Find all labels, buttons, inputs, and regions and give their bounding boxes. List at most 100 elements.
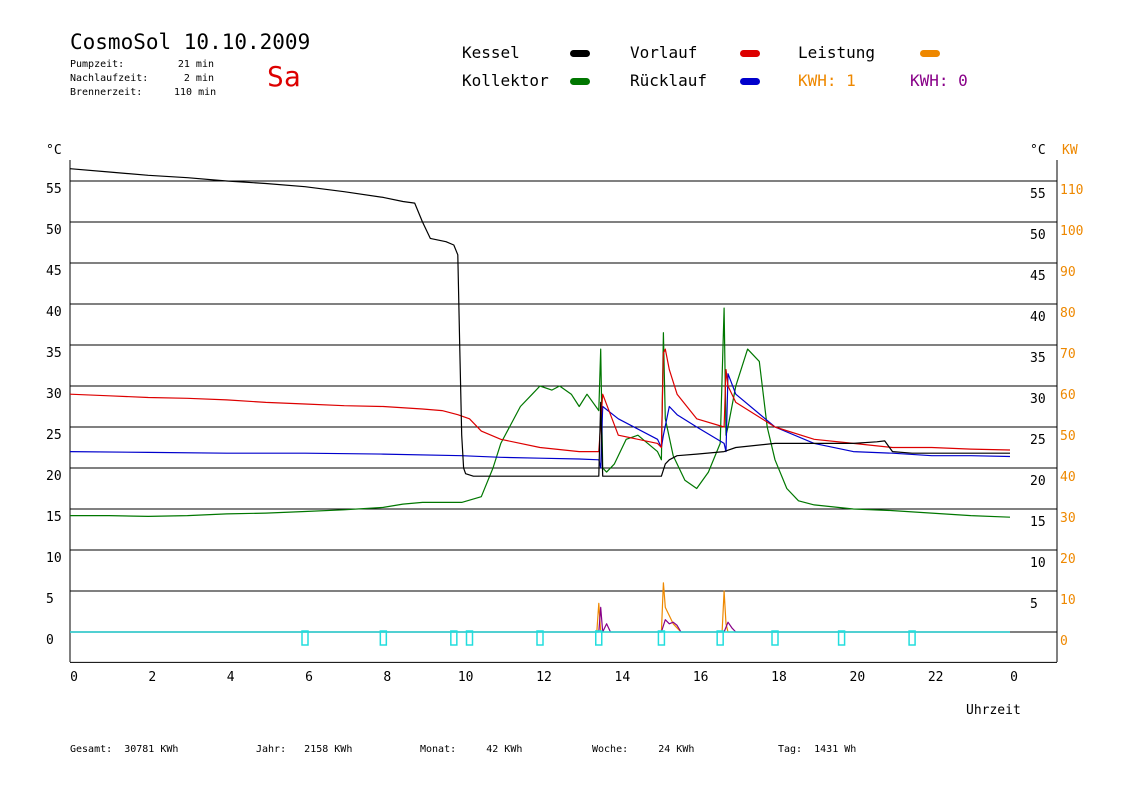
y-tick-left: 45 [46,264,62,279]
y-tick-left: 35 [46,346,62,361]
y-axis-left-unit: °C [46,143,62,158]
y-tick-kw: 100 [1060,224,1083,239]
legend-kwh1-label: KWH: 1 [798,71,856,90]
x-axis-label: Uhrzeit [966,703,1021,718]
y-tick-right: 5 [1030,597,1038,612]
stat-brennerzeit: Brennerzeit: 110 min [70,86,217,99]
y-tick-left: 30 [46,387,62,402]
x-tick-label: 12 [536,670,552,685]
y-tick-left: 25 [46,428,62,443]
footer-value: 42 KWh [486,744,523,755]
legend-kessel-label: Kessel [462,43,520,62]
y-tick-left: 40 [46,305,62,320]
stat-label: Brennerzeit: [70,87,143,98]
y-tick-right: 45 [1030,269,1046,284]
series-line-kessel [69,168,1010,477]
pump-marker [595,630,603,646]
pump-marker [908,630,916,646]
y-tick-right: 35 [1030,351,1046,366]
legend-leistung-label: Leistung [798,43,876,62]
y-tick-kw: 50 [1060,429,1076,444]
y-tick-kw: 30 [1060,511,1076,526]
stat-value: 110 min [174,87,217,98]
x-tick-label: 14 [615,670,631,685]
footer-tag: Tag: 1431 Wh [778,744,856,755]
legend-ruecklauf-label: Rücklauf [630,71,708,90]
x-tick-label: 0 [70,670,78,685]
footer-monat: Monat: 42 KWh [420,744,522,755]
y-tick-left: 0 [46,633,54,648]
x-tick-label: 6 [305,670,313,685]
legend-kollektor-swatch [570,78,590,85]
y-tick-left: 15 [46,510,62,525]
legend-ruecklauf-swatch [740,78,760,85]
legend-kollektor-label: Kollektor [462,71,549,90]
x-tick-label: 16 [693,670,709,685]
y-tick-right: 40 [1030,310,1046,325]
x-tick-label: 4 [227,670,235,685]
footer-value: 30781 KWh [124,744,179,755]
stat-pumpzeit: Pumpzeit: 21 min [70,58,214,71]
y-tick-kw: 0 [1060,634,1068,649]
series-line-ruecklauf [69,373,1011,469]
y-tick-kw: 20 [1060,552,1076,567]
y-tick-kw: 10 [1060,593,1076,608]
footer-label: Monat: [420,744,457,755]
x-tick-label: 2 [148,670,156,685]
stat-label: Nachlaufzeit: [70,73,149,84]
footer-jahr: Jahr: 2158 KWh [256,744,352,755]
series-line-vorlauf [69,348,1011,453]
y-tick-right: 50 [1030,228,1046,243]
y-tick-left: 10 [46,551,62,566]
x-tick-label: 0 [1010,670,1018,685]
stat-value: 2 min [183,73,214,84]
legend-kwh2-label: KWH: 0 [910,71,968,90]
y-tick-kw: 90 [1060,265,1076,280]
y-tick-left: 55 [46,182,62,197]
y-axis-right-unit: °C [1030,143,1046,158]
legend-vorlauf-label: Vorlauf [630,43,698,62]
x-tick-label: 20 [850,670,866,685]
y-tick-right: 55 [1030,187,1046,202]
footer-woche: Woche: 24 KWh [592,744,694,755]
y-tick-kw: 40 [1060,470,1076,485]
y-tick-right: 20 [1030,474,1046,489]
y-tick-right: 10 [1030,556,1046,571]
pump-marker [716,630,724,646]
pump-marker [536,630,544,646]
x-tick-label: 22 [928,670,944,685]
y-tick-left: 50 [46,223,62,238]
y-axis-kw-unit: KW [1062,143,1078,158]
footer-gesamt: Gesamt: 30781 KWh [70,744,178,755]
x-tick-label: 18 [771,670,787,685]
series-line-leistung [70,582,1010,633]
x-tick-label: 8 [383,670,391,685]
pump-marker [771,630,779,646]
legend-leistung-swatch [920,50,940,57]
y-tick-kw: 60 [1060,388,1076,403]
legend-vorlauf-swatch [740,50,760,57]
y-tick-left: 5 [46,592,54,607]
stat-nachlaufzeit: Nachlaufzeit: 2 min [70,72,214,85]
footer-value: 2158 KWh [304,744,353,755]
series-line-kollektor [70,307,1011,518]
pump-marker [450,630,458,646]
y-tick-kw: 70 [1060,347,1076,362]
y-tick-left: 20 [46,469,62,484]
y-tick-kw: 110 [1060,183,1083,198]
series-line-kwh2 [70,606,1010,633]
y-tick-kw: 80 [1060,306,1076,321]
footer-label: Woche: [592,744,629,755]
footer-value: 1431 Wh [814,744,857,755]
weekday-label: Sa [267,60,301,93]
pump-marker [657,630,666,646]
footer-label: Gesamt: [70,744,113,755]
pump-marker [837,630,846,646]
footer-label: Tag: [778,744,803,755]
footer-label: Jahr: [256,744,287,755]
footer-value: 24 KWh [658,744,695,755]
stat-value: 21 min [177,59,214,70]
x-tick-label: 10 [458,670,474,685]
y-tick-right: 25 [1030,433,1046,448]
